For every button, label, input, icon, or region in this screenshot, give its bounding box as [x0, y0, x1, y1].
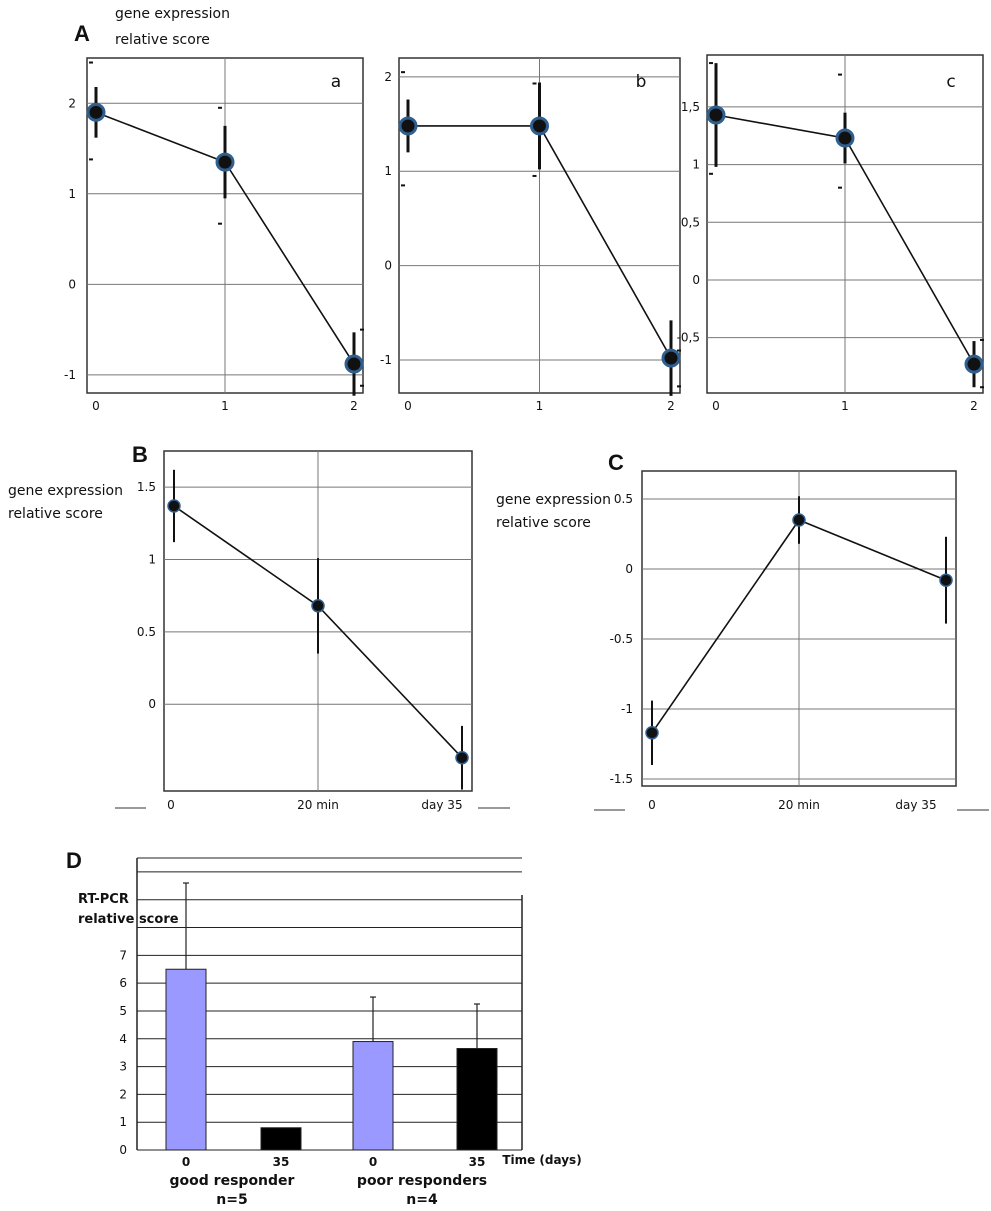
data-point — [792, 513, 806, 527]
ylabel-panel-b: gene expression relative score — [8, 483, 123, 522]
x-tick-label: 0 — [182, 1155, 190, 1169]
chart-panel-a-b: -1 0 1 2 0 1 2 b — [380, 57, 681, 413]
y-tick-label: -0.5 — [610, 632, 633, 646]
y-tick-label: 1.5 — [137, 480, 156, 494]
group-label-poor: poor responders — [357, 1173, 487, 1189]
ylabel-c-line2: relative score — [496, 515, 591, 531]
x-tick-label: 35 — [469, 1155, 486, 1169]
x-tick-label: 2 — [350, 399, 358, 413]
ylabel-c-line1: gene expression — [496, 492, 611, 508]
bar — [260, 1127, 302, 1151]
x-tick-label: day 35 — [895, 798, 936, 812]
subplot-letter: c — [946, 72, 955, 92]
data-point — [661, 348, 681, 368]
x-tick-label: 2 — [970, 399, 978, 413]
panel-letter-d: D — [66, 848, 82, 873]
ylabel-a-line2: relative score — [115, 32, 210, 48]
chart-panel-c: -1.5 -1 -0.5 0 0.5 0 20 min day 35 — [594, 470, 989, 812]
panel-letter-a: A — [74, 21, 90, 46]
ylabel-panel-c: gene expression relative score — [496, 492, 611, 531]
data-point — [86, 102, 106, 122]
y-tick-label: 2 — [68, 96, 76, 110]
chart-panel-a-a: -1 0 1 2 0 1 2 a — [64, 57, 364, 413]
y-tick-label: 1 — [68, 187, 76, 201]
data-point — [344, 354, 364, 374]
bar — [456, 1047, 498, 1151]
chart-panel-a-c: -0,5 0 0,5 1 1,5 0 1 2 c — [677, 54, 984, 413]
x-tick-label: 0 — [167, 798, 175, 812]
y-tick-label: 0 — [119, 1143, 127, 1157]
y-tick-label: -1 — [621, 702, 633, 716]
y-tick-label: 0 — [68, 277, 76, 291]
subplot-letter: b — [636, 72, 647, 92]
y-tick-label: 2 — [384, 70, 392, 84]
ylabel-d-line2: relative score — [78, 912, 179, 927]
data-point — [167, 499, 181, 513]
x-tick-label: 0 — [92, 399, 100, 413]
y-tick-label: 5 — [119, 1004, 127, 1018]
group-n-poor: n=4 — [406, 1192, 438, 1208]
data-point — [939, 573, 953, 587]
data-point — [706, 105, 726, 125]
bar — [165, 968, 207, 1151]
x-tick-label: 0 — [712, 399, 720, 413]
y-tick-label: 7 — [119, 948, 127, 962]
ylabel-b-line1: gene expression — [8, 483, 123, 499]
y-tick-label: 1,5 — [681, 100, 700, 114]
y-tick-label: 0 — [625, 562, 633, 576]
panel-letter-b: B — [132, 442, 148, 467]
ylabel-b-line2: relative score — [8, 506, 103, 522]
y-tick-label: 0,5 — [681, 215, 700, 229]
y-tick-label: -1 — [380, 353, 392, 367]
x-tick-label: 1 — [841, 399, 849, 413]
y-tick-label: 1 — [119, 1115, 127, 1129]
data-point — [215, 152, 235, 172]
chart-panel-b: 0 0.5 1 1.5 0 20 min day 35 — [115, 450, 510, 812]
y-tick-label: 2 — [119, 1087, 127, 1101]
y-tick-label: -1.5 — [610, 772, 633, 786]
x-tick-label: day 35 — [421, 798, 462, 812]
y-tick-label: -1 — [64, 368, 76, 382]
y-tick-label: 1 — [384, 164, 392, 178]
x-tick-label: 0 — [369, 1155, 377, 1169]
subplot-letter: a — [331, 72, 341, 92]
group-label-good: good responder — [170, 1173, 295, 1189]
x-tick-label: 0 — [648, 798, 656, 812]
data-point — [311, 599, 325, 613]
data-point — [835, 128, 855, 148]
x-tick-label: 2 — [667, 399, 675, 413]
data-point — [398, 116, 418, 136]
y-tick-label: 0.5 — [137, 625, 156, 639]
data-point — [455, 750, 469, 765]
x-tick-label: 1 — [536, 399, 544, 413]
data-point — [645, 726, 659, 740]
y-tick-label: 0 — [692, 273, 700, 287]
y-tick-label: 6 — [119, 976, 127, 990]
y-tick-label: 0 — [384, 259, 392, 273]
x-tick-label: 20 min — [778, 798, 820, 812]
x-tick-label: 0 — [404, 399, 412, 413]
ylabel-d-line1: RT-PCR — [78, 892, 129, 907]
y-tick-label: 4 — [119, 1032, 127, 1046]
data-point — [530, 116, 549, 136]
ylabel-panel-d: RT-PCR relative score — [78, 892, 179, 927]
group-n-good: n=5 — [216, 1192, 247, 1208]
y-tick-label: 1 — [148, 553, 156, 567]
data-point — [964, 354, 984, 374]
y-tick-label: 0 — [148, 697, 156, 711]
y-tick-label: -0,5 — [677, 331, 700, 345]
panel-letter-c: C — [608, 450, 624, 475]
bar — [352, 1041, 394, 1151]
x-tick-label: 35 — [273, 1155, 290, 1169]
ylabel-a-line1: gene expression — [115, 6, 230, 22]
ylabel-panel-a: gene expression relative score — [115, 6, 230, 48]
y-tick-label: 0.5 — [614, 492, 633, 506]
x-tick-label: 20 min — [297, 798, 339, 812]
x-tick-label: 1 — [221, 399, 229, 413]
y-tick-label: 1 — [692, 158, 700, 172]
time-days-label: Time (days) — [502, 1153, 581, 1167]
y-tick-label: 3 — [119, 1060, 127, 1074]
